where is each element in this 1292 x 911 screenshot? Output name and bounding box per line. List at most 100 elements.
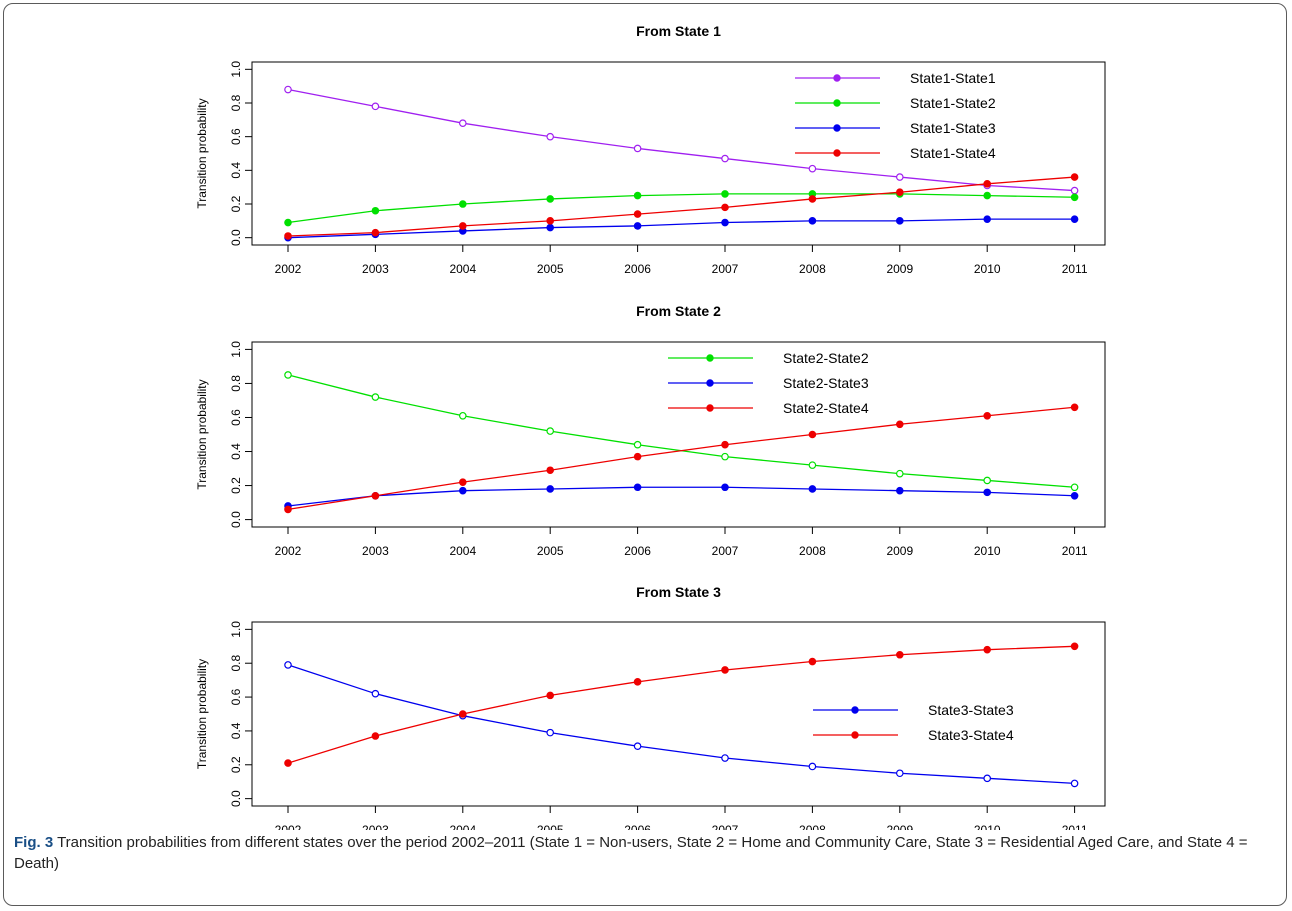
y-tick-label: 0.2 [229,756,243,773]
data-point [1070,779,1079,788]
data-point [983,488,992,497]
data-point [633,191,642,200]
x-tick-label: 2011 [1062,262,1088,276]
series-line [287,374,1075,488]
y-axis-label: Transition probability [195,379,209,489]
y-tick-label: 0.8 [229,375,243,392]
data-point [633,742,642,750]
data-point [983,411,992,420]
series-State2-State3 [284,483,1079,510]
y-tick-label: 0.8 [229,655,243,672]
series-line [287,193,1075,224]
data-point [808,195,817,203]
transition-probability-charts: From State 1 0.0 0.2 0.4 0.6 0.8 1.0 Transition… [195,23,1106,830]
x-tick-label: 2003 [362,544,389,558]
data-point [895,769,904,778]
y-tick-label: 0.6 [229,128,243,145]
data-point [284,218,292,227]
legend-item: State2-State2 [668,350,869,366]
x-tick-label: 2005 [537,823,564,830]
legend-item: State1-State3 [795,120,996,136]
data-point [371,689,380,698]
legend-item: State1-State4 [795,145,996,161]
data-point [546,728,555,737]
data-point [721,666,729,674]
legend-item: State3-State3 [813,702,1014,718]
data-point [458,200,467,208]
legend-label: State2-State2 [783,350,869,366]
data-point [983,645,992,654]
x-tick-label: 2011 [1062,544,1088,558]
data-point [983,215,992,223]
data-point [983,191,992,200]
y-tick-label: 0.0 [229,229,243,246]
x-tick-label: 2006 [624,262,651,276]
data-point [633,210,642,218]
data-point [1070,403,1079,412]
x-tick-label: 2003 [362,823,389,830]
data-point [1070,215,1079,223]
data-point [895,486,904,495]
legend-item: State2-State4 [668,400,869,416]
legend-label: State2-State4 [783,400,869,416]
data-point [895,469,904,478]
legend-label: State3-State4 [928,727,1014,743]
data-point [983,774,992,783]
x-tick-label: 2008 [799,262,826,276]
data-point [721,154,729,163]
chart-panel-3: From State 3 0.0 0.2 0.4 0.6 0.8 1.0 Transition… [195,584,1106,830]
y-tick-label: 0.6 [229,409,243,426]
data-point [371,102,380,111]
x-tick-label: 2007 [712,823,739,830]
series-State2-State4 [284,403,1079,514]
data-point [721,203,729,212]
y-tick-label: 0.0 [229,511,243,528]
y-tick-label: 0.4 [229,443,243,460]
data-point [808,485,817,493]
legend-label: State2-State3 [783,375,869,391]
y-tick-label: 1.0 [229,341,243,358]
y-tick-label: 0.4 [229,722,243,739]
legend-item: State2-State3 [668,375,869,391]
y-tick-label: 0.0 [229,790,243,807]
x-tick-label: 2006 [624,823,651,830]
x-tick-label: 2004 [449,544,476,558]
data-point [546,485,555,493]
data-point [633,440,642,449]
chart-title: From State 1 [636,23,721,39]
legend-item: State1-State1 [795,70,996,86]
x-tick-label: 2008 [799,823,826,830]
data-point [1070,186,1079,195]
chart-title: From State 3 [636,584,721,600]
data-point [546,223,555,232]
chart-title: From State 2 [636,303,721,319]
y-tick-label: 1.0 [229,61,243,78]
x-tick-label: 2009 [886,823,913,830]
legend-marker [851,706,859,714]
plot-area [251,621,1106,807]
figure-caption: Fig. 3 Transition probabilities from dif… [14,832,1274,874]
x-tick-label: 2005 [537,262,564,276]
data-point [284,232,292,240]
x-tick-label: 2007 [712,544,739,558]
data-point [1070,173,1079,181]
y-axis-label: Transition probability [195,659,209,769]
chart-panel-1: From State 1 0.0 0.2 0.4 0.6 0.8 1.0 Transition… [195,23,1106,276]
figure-caption-text: Transition probabilities from different … [14,834,1248,872]
series-line [287,486,1075,507]
data-point [895,188,904,197]
legend-label: State1-State4 [910,145,996,161]
legend-item: State3-State4 [813,727,1014,743]
x-tick-label: 2002 [275,544,302,558]
data-point [808,217,817,225]
data-point [458,119,467,127]
data-point [721,483,729,492]
data-point [721,218,729,227]
series-line [287,176,1075,237]
data-point [546,427,555,435]
y-tick-label: 0.4 [229,162,243,179]
data-point [721,190,729,198]
data-point [1070,491,1079,500]
data-point [546,217,555,225]
data-point [721,440,729,449]
